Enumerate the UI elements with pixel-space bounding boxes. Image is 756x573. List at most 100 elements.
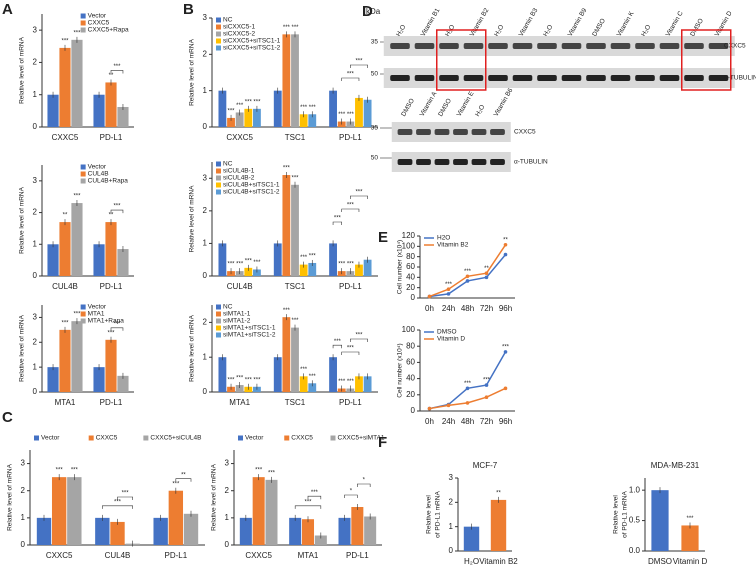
- blot-band: [471, 159, 487, 165]
- point: [484, 275, 489, 280]
- panel-label: F: [378, 434, 387, 451]
- y-tick-label: 3: [33, 313, 38, 322]
- bar: [282, 175, 291, 276]
- legend-label: CXXC5+siCUL4B: [150, 435, 201, 442]
- x-tick-label: CUL4B: [52, 282, 78, 291]
- x-tick-label: TSC1: [285, 282, 306, 291]
- significance-bracket: [332, 344, 343, 349]
- significance-label: **: [496, 490, 501, 496]
- significance-label: ***: [464, 381, 472, 387]
- y-tick-label: 3: [203, 13, 208, 22]
- marker-label: 50: [371, 71, 379, 78]
- bar: [235, 112, 244, 127]
- blot-band: [397, 129, 413, 135]
- significance-label: ***: [283, 166, 291, 172]
- bar: [363, 376, 372, 392]
- lane-label: Vitamin B2: [469, 7, 491, 38]
- legend-swatch: [80, 318, 86, 324]
- protein-label: α-TUBULIN: [514, 159, 548, 166]
- bar: [308, 262, 317, 276]
- y-tick-label: 1: [225, 513, 230, 522]
- bar: [329, 90, 337, 127]
- lane-label: DMSO: [689, 17, 705, 37]
- significance-label: ***: [483, 378, 491, 384]
- bar: [463, 526, 480, 551]
- significance-label: ***: [172, 481, 180, 487]
- highlight-box: [436, 29, 487, 91]
- x-tick-label: CUL4B: [227, 282, 253, 291]
- y-tick-label: 80: [406, 252, 415, 261]
- lane-label: Vitamin E: [456, 90, 476, 118]
- x-tick-label: PD-L1: [339, 398, 362, 407]
- legend-label: CXXC5: [88, 20, 110, 27]
- legend-swatch: [284, 435, 290, 441]
- blot-band: [471, 129, 487, 135]
- y-tick-label: 2: [225, 486, 230, 495]
- blot-band: [390, 43, 410, 49]
- bracket-label: *: [350, 489, 353, 495]
- bracket-label: ***: [355, 59, 363, 65]
- significance-label: ***: [291, 318, 299, 324]
- bar: [153, 517, 168, 545]
- y-tick-label: 1: [203, 86, 208, 95]
- bar: [329, 243, 337, 276]
- blot-band: [416, 159, 431, 165]
- legend-label: NC: [223, 17, 233, 24]
- y-tick-label: 0: [33, 271, 38, 280]
- x-tick-label: CXXC5: [245, 551, 272, 560]
- x-tick-label: CXXC5: [52, 133, 79, 142]
- legend-label: siMTA1+siTSC1-1: [223, 325, 276, 332]
- y-axis-label: Relative level of mRNA: [189, 185, 196, 252]
- y-axis-label: Cell number (x10⁴): [397, 343, 404, 397]
- x-tick-label: 0h: [425, 304, 434, 313]
- point: [465, 386, 470, 391]
- bracket-label: ***: [311, 490, 319, 496]
- blot-band: [463, 75, 484, 81]
- bar: [252, 477, 265, 545]
- significance-label: ***: [228, 262, 236, 268]
- bar: [244, 108, 253, 127]
- y-tick-label: 100: [402, 241, 416, 250]
- significance-label: ***: [253, 377, 261, 383]
- lane-label: DMSO: [400, 97, 416, 117]
- bracket-label: ***: [114, 499, 122, 505]
- legend-label: Vector: [88, 13, 107, 20]
- blot-band: [414, 43, 435, 49]
- significance-label: ***: [71, 468, 79, 474]
- y-tick-label: 3: [33, 25, 38, 34]
- x-tick-label: PD-L1: [164, 551, 187, 560]
- legend-label: CXXC5+siMTA1: [338, 435, 385, 442]
- lane-label: Vitamin B3: [518, 7, 540, 38]
- legend-swatch: [80, 164, 86, 170]
- blot-band: [537, 75, 557, 81]
- significance-bracket: [117, 496, 133, 500]
- blot-band: [490, 159, 505, 165]
- legend-label: Vector: [41, 435, 60, 442]
- blot-band: [453, 159, 468, 165]
- blot-band: [610, 43, 631, 49]
- bar: [355, 264, 363, 276]
- bracket-label: ***: [334, 216, 342, 222]
- x-tick-label: CXXC5: [226, 133, 253, 142]
- bar: [93, 244, 105, 276]
- legend-swatch: [80, 304, 86, 310]
- blot-band: [439, 75, 459, 81]
- y-tick-label: 2: [33, 208, 38, 217]
- point: [503, 242, 508, 247]
- lane-label: Vitamin B9: [567, 7, 589, 38]
- significance-bracket: [350, 338, 368, 342]
- x-tick-label: 96h: [499, 417, 512, 426]
- legend-label: siCXXC5-1: [223, 24, 256, 31]
- significance-label: ***: [502, 344, 510, 350]
- significance-label: ***: [73, 194, 81, 200]
- significance-label: ***: [291, 175, 299, 181]
- significance-bracket: [102, 505, 133, 509]
- bar: [59, 47, 71, 127]
- bar: [239, 517, 252, 545]
- bar: [301, 519, 315, 545]
- y-tick-label: 20: [406, 390, 415, 399]
- legend-swatch: [80, 20, 86, 26]
- y-tick-label: 2: [203, 206, 208, 215]
- legend-label: siCXXC5+siTSC1-1: [223, 38, 281, 45]
- significance-bracket: [341, 77, 360, 81]
